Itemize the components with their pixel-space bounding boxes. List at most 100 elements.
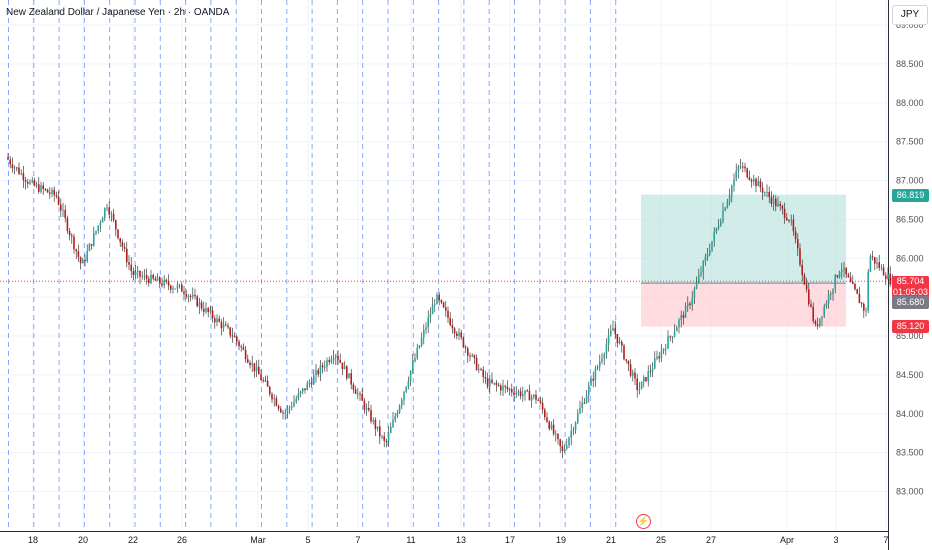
- candle-body: [229, 327, 231, 336]
- candle-body: [636, 378, 638, 391]
- candle-body: [112, 213, 115, 221]
- candle-body: [385, 440, 388, 442]
- y-tick-label: 86.000: [896, 253, 924, 263]
- candle-body: [550, 424, 553, 429]
- candle-body: [251, 363, 253, 366]
- candle-body: [561, 446, 564, 451]
- candle-body: [471, 354, 473, 357]
- candle-body: [154, 278, 157, 281]
- x-tick-label: 7: [355, 535, 360, 545]
- lightning-icon[interactable]: ⚡: [636, 514, 651, 529]
- candle-body: [475, 357, 478, 370]
- candle-body: [7, 157, 9, 160]
- candle-body: [57, 196, 60, 205]
- candle-body: [467, 348, 469, 356]
- candle-body: [293, 401, 295, 407]
- candle-body: [174, 288, 176, 290]
- candle-body: [438, 294, 440, 301]
- candle-body: [757, 181, 759, 187]
- candle-body: [794, 231, 797, 240]
- candle-body: [302, 388, 304, 392]
- candle-body: [478, 368, 480, 370]
- x-tick-label: 13: [456, 535, 466, 545]
- candle-body: [511, 389, 513, 393]
- candle-body: [539, 400, 542, 403]
- current-price-tag: 85.704 01:05:03: [892, 276, 929, 298]
- y-tick-label: 87.000: [896, 176, 924, 186]
- candle-body: [814, 321, 817, 325]
- candle-body: [603, 354, 605, 359]
- candle-body: [821, 316, 823, 319]
- candle-body: [412, 361, 414, 371]
- candle-body: [150, 274, 152, 284]
- candle-body: [277, 405, 280, 409]
- candle-body: [715, 228, 718, 232]
- candle-body: [31, 180, 33, 182]
- candle-body: [788, 220, 790, 222]
- target-zone[interactable]: [641, 194, 846, 284]
- candle-body: [247, 359, 249, 363]
- candle-body: [717, 225, 720, 229]
- candle-body: [128, 262, 130, 265]
- candle-body: [143, 275, 146, 277]
- candle-body: [95, 230, 97, 234]
- currency-button[interactable]: JPY: [892, 5, 928, 25]
- candle-body: [141, 276, 143, 278]
- candle-body: [416, 347, 418, 359]
- candle-body: [533, 394, 535, 397]
- candle-body: [304, 388, 306, 391]
- candle-body: [581, 402, 583, 409]
- candle-body: [321, 365, 324, 368]
- candle-body: [871, 256, 874, 258]
- candle-body: [203, 308, 205, 312]
- y-tick-label: 85.000: [896, 331, 924, 341]
- candle-body: [216, 318, 218, 323]
- candle-body: [548, 421, 550, 429]
- candle-body: [843, 267, 845, 271]
- candle-body: [286, 408, 289, 413]
- x-tick-label: 19: [556, 535, 566, 545]
- candle-body: [614, 328, 616, 335]
- candle-body: [313, 375, 315, 385]
- candle-body: [744, 166, 746, 169]
- candle-body: [594, 368, 597, 381]
- candle-body: [231, 335, 234, 337]
- candle-body: [170, 285, 172, 290]
- candle-body: [319, 365, 322, 375]
- candle-body: [187, 295, 190, 297]
- candle-body: [392, 419, 394, 428]
- candle-body: [431, 304, 434, 315]
- candle-body: [526, 390, 528, 392]
- candle-body: [436, 294, 438, 305]
- candle-body: [563, 448, 566, 451]
- candle-body: [825, 303, 828, 307]
- candle-body: [504, 385, 506, 387]
- candle-body: [660, 350, 663, 359]
- candle-body: [863, 303, 865, 311]
- candle-body: [827, 294, 830, 304]
- candle-body: [544, 409, 546, 418]
- candle-body: [607, 334, 610, 345]
- candle-body: [255, 366, 258, 372]
- candle-body: [737, 166, 740, 172]
- stop-zone[interactable]: [641, 283, 846, 327]
- candle-body: [856, 289, 858, 294]
- candle-body: [253, 363, 256, 372]
- candle-body: [645, 377, 647, 382]
- candle-body: [643, 377, 645, 382]
- candle-body: [390, 427, 392, 433]
- candle-body: [695, 282, 698, 289]
- candle-body: [262, 380, 264, 382]
- candle-body: [115, 220, 117, 230]
- candle-body: [728, 195, 731, 202]
- candle-body: [662, 348, 665, 351]
- candle-body: [493, 382, 495, 384]
- candle-body: [867, 271, 869, 311]
- candle-body: [130, 264, 132, 272]
- candle-body: [361, 394, 363, 401]
- candle-body: [328, 360, 330, 363]
- candle-body: [38, 184, 40, 192]
- y-tick-label: 86.500: [896, 214, 924, 224]
